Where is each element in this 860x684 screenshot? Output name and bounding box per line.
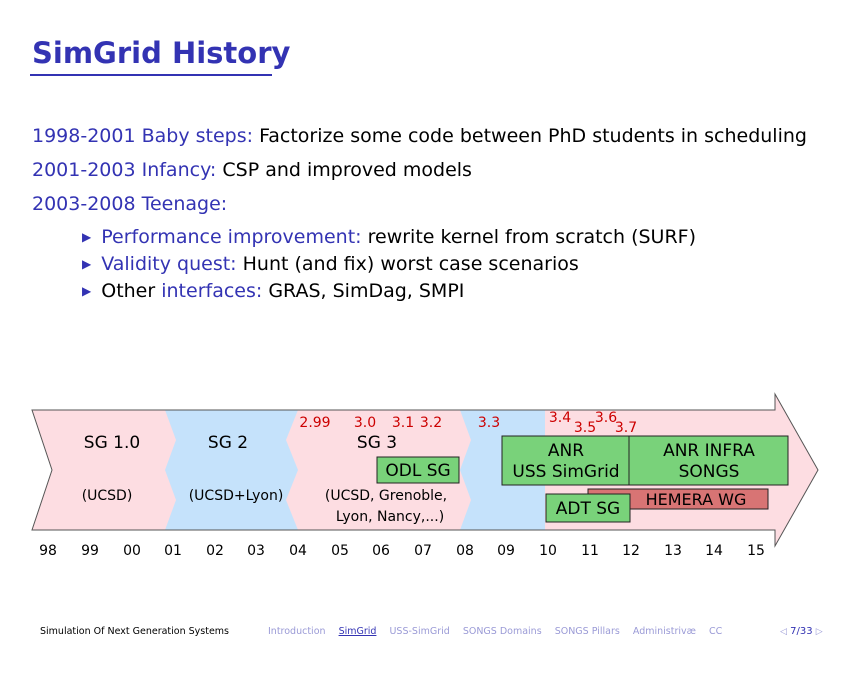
footer-title: Simulation Of Next Generation Systems — [40, 626, 230, 637]
line-label: 1998-2001 Baby steps: — [32, 125, 254, 147]
next-page-icon[interactable]: ▷ — [815, 627, 823, 637]
prev-page-icon[interactable]: ◁ — [780, 627, 787, 637]
bullet-validity: ▶ Validity quest: Hunt (and fix) worst ca… — [82, 253, 579, 275]
history-line-2001: 2001-2003 Infancy: CSP and improved mode… — [32, 159, 472, 181]
project-box-odl — [376, 456, 460, 484]
version-label: 3.0 — [354, 415, 376, 431]
bullet-pre: Other — [101, 280, 162, 302]
project-box-anr-uss — [501, 435, 630, 486]
year-tick-label: 98 — [39, 543, 57, 559]
bullet-text: rewrite kernel from scratch (SURF) — [361, 226, 697, 248]
slide-title: SimGrid History — [32, 36, 291, 70]
bullet-label: Validity quest: — [101, 253, 237, 275]
year-tick-label: 15 — [747, 543, 765, 559]
project-box-adt — [545, 493, 631, 523]
era-sg2-origin: (UCSD+Lyon) — [189, 488, 284, 504]
bullet-triangle-icon: ▶ — [82, 257, 92, 271]
version-label: 3.4 — [549, 410, 571, 426]
version-label: 2.99 — [299, 415, 330, 431]
line-text: CSP and improved models — [216, 159, 472, 181]
line-label: 2003-2008 Teenage: — [32, 193, 228, 215]
nav-uss-simgrid[interactable]: USS-SimGrid — [389, 626, 450, 637]
era-band-sg2 — [165, 410, 298, 530]
nav-songs-pillars[interactable]: SONGS Pillars — [554, 626, 620, 637]
nav-songs-domains[interactable]: SONGS Domains — [462, 626, 542, 637]
project-hemera-label: HEMERA WG — [646, 490, 747, 509]
timeline-arrow-outline — [31, 392, 819, 548]
year-tick-label: 12 — [622, 543, 640, 559]
year-tick-label: 11 — [581, 543, 599, 559]
year-tick-label: 08 — [456, 543, 474, 559]
year-tick-label: 10 — [539, 543, 557, 559]
year-tick-label: 03 — [247, 543, 265, 559]
nav-simgrid[interactable]: SimGrid — [338, 626, 377, 637]
title-underline — [30, 74, 272, 76]
project-anr-uss-line2: USS SimGrid — [512, 462, 619, 482]
page-number: 7/33 — [790, 626, 813, 637]
project-box-anr-infra — [628, 435, 789, 486]
era-sg2-label: SG 2 — [208, 433, 248, 453]
project-anr-uss-line1: ANR — [548, 441, 584, 461]
project-adt-label: ADT SG — [556, 499, 620, 519]
page-navigator: ◁ 7/33 ▷ — [780, 626, 823, 637]
bullet-performance: ▶ Performance improvement: rewrite kernel… — [82, 226, 696, 248]
history-line-1998: 1998-2001 Baby steps: Factorize some cod… — [32, 125, 807, 147]
nav-cc[interactable]: CC — [709, 626, 723, 637]
era-sg3-origin-2: Lyon, Nancy,...) — [336, 509, 444, 525]
year-tick-label: 14 — [705, 543, 723, 559]
era-sg1-label: SG 1.0 — [84, 433, 140, 453]
project-anr-infra-line2: SONGS — [679, 462, 740, 482]
version-labels: 2.99 3.0 3.1 3.2 3.3 3.43.53.63.7 — [299, 410, 637, 436]
bullet-triangle-icon: ▶ — [82, 230, 92, 244]
section-navigation: Introduction SimGrid USS-SimGrid SONGS D… — [268, 626, 732, 637]
bullet-interfaces: ▶ Other interfaces: GRAS, SimDag, SMPI — [82, 280, 464, 302]
year-tick-label: 02 — [206, 543, 224, 559]
version-label: 3.1 — [392, 415, 414, 431]
history-timeline: SG 1.0 (UCSD) SG 2 (UCSD+Lyon) SG 3 (UCS… — [31, 392, 819, 559]
year-tick-label: 06 — [372, 543, 390, 559]
year-axis: 98 99 00 01 02 03 04 05 06 07 08 09 10 11 12 13 14 15 — [39, 543, 765, 559]
nav-introduction[interactable]: Introduction — [268, 626, 326, 637]
era-sg3-label: SG 3 — [357, 433, 397, 453]
version-label: 3.3 — [478, 415, 500, 431]
line-text: Factorize some code between PhD students… — [253, 125, 807, 147]
era-sg3-origin-1: (UCSD, Grenoble, — [325, 488, 447, 504]
year-tick-label: 07 — [414, 543, 432, 559]
version-label: 3.7 — [615, 420, 637, 436]
project-odl-label: ODL SG — [385, 461, 450, 481]
bullet-label: interfaces: — [161, 280, 263, 302]
bullet-label: Performance improvement: — [101, 226, 362, 248]
bullet-text: GRAS, SimDag, SMPI — [262, 280, 465, 302]
nav-administrivae[interactable]: Administrivæ — [632, 626, 696, 637]
year-tick-label: 05 — [331, 543, 349, 559]
version-label: 3.2 — [420, 415, 442, 431]
line-label: 2001-2003 Infancy: — [32, 159, 217, 181]
year-tick-label: 99 — [81, 543, 99, 559]
year-tick-label: 01 — [164, 543, 182, 559]
era-sg1-origin: (UCSD) — [82, 488, 133, 504]
history-line-2003: 2003-2008 Teenage: — [32, 193, 227, 215]
bullet-text: Hunt (and fix) worst case scenarios — [236, 253, 579, 275]
version-label: 3.5 — [574, 420, 596, 436]
bullet-triangle-icon: ▶ — [82, 284, 92, 298]
year-tick-label: 00 — [123, 543, 141, 559]
project-anr-infra-line1: ANR INFRA — [663, 441, 755, 461]
year-tick-label: 13 — [664, 543, 682, 559]
year-tick-label: 09 — [497, 543, 515, 559]
year-tick-label: 04 — [289, 543, 307, 559]
version-label: 3.6 — [595, 410, 617, 426]
